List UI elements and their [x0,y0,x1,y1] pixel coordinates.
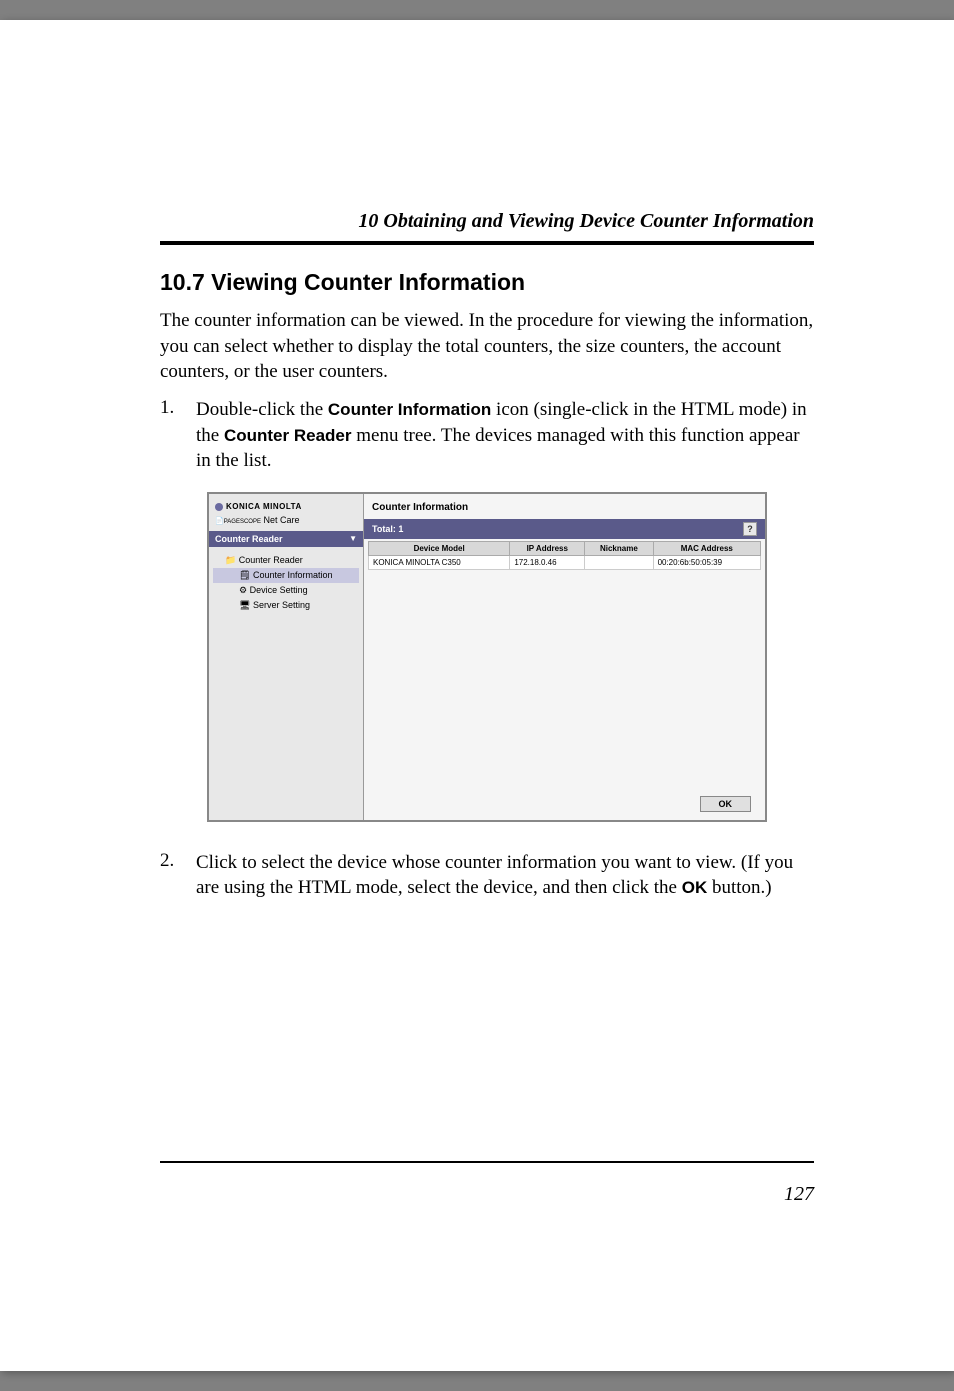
cell-ip: 172.18.0.46 [510,555,585,569]
step-text-fragment: Double-click the [196,399,328,420]
module-selector[interactable]: Counter Reader ▼ [209,531,363,547]
app-screenshot: ▲ ▼ KONICA MINOLTA 📄PAGESCOPE Net Care C… [207,492,767,822]
tree-counter-information[interactable]: 🗒 Counter Information [213,568,359,583]
chevron-down-icon: ▼ [349,534,357,543]
tree-label: Device Setting [250,585,308,595]
col-mac-address[interactable]: MAC Address [653,541,760,555]
total-label: Total: 1 [372,524,403,534]
ok-label: OK [682,878,708,897]
cell-nickname [585,555,653,569]
footer-rule [160,1161,814,1163]
steps-list: 1. Double-click the Counter Information … [160,397,814,474]
brand-product: Net Care [261,515,300,525]
table-row[interactable]: KONICA MINOLTA C350 172.18.0.46 00:20:6b… [369,555,761,569]
tree-label: Counter Information [253,570,333,580]
heading-rule [160,241,814,245]
brand-icon: 📄 [215,518,224,525]
counter-reader-label: Counter Reader [224,426,352,445]
cell-mac: 00:20:6b:50:05:39 [653,555,760,569]
gear-icon: ⚙ [239,585,247,595]
folder-icon: 📁 [225,555,236,565]
chapter-heading: 10 Obtaining and Viewing Device Counter … [160,210,814,233]
col-device-model[interactable]: Device Model [369,541,510,555]
section-heading: 10.7 Viewing Counter Information [160,269,814,296]
total-bar: Total: 1 ? [364,519,765,539]
page-number: 127 [160,1183,814,1206]
content-title: Counter Information [364,494,765,519]
cell-model: KONICA MINOLTA C350 [369,555,510,569]
tree-root-label: Counter Reader [239,555,303,565]
step-text: Click to select the device whose counter… [196,850,814,901]
step-2: 2. Click to select the device whose coun… [160,850,814,901]
steps-list-continued: 2. Click to select the device whose coun… [160,850,814,901]
document-page: 10 Obtaining and Viewing Device Counter … [0,20,954,1371]
brand-text: KONICA MINOLTA [226,502,302,511]
nav-tree: 📁 Counter Reader 🗒 Counter Information ⚙… [209,547,363,619]
table-header-row: Device Model IP Address Nickname MAC Add… [369,541,761,555]
brand-logo: KONICA MINOLTA [209,494,363,515]
button-row: OK [700,796,752,812]
brand-prefix: PAGESCOPE [224,519,261,525]
server-icon: 🖥 [239,600,250,610]
ok-button[interactable]: OK [700,796,752,812]
step-1: 1. Double-click the Counter Information … [160,397,814,474]
help-icon[interactable]: ? [743,522,757,536]
tree-label: Server Setting [253,600,310,610]
step-text-fragment: button.) [707,877,771,898]
counter-information-label: Counter Information [328,400,491,419]
brand-subtext: 📄PAGESCOPE Net Care [209,515,363,531]
col-nickname[interactable]: Nickname [585,541,653,555]
tree-root[interactable]: 📁 Counter Reader [213,553,359,568]
tree-server-setting[interactable]: 🖥 Server Setting [213,598,359,613]
content-pane: Counter Information Total: 1 ? Device Mo… [364,494,765,820]
device-table: Device Model IP Address Nickname MAC Add… [368,541,761,570]
brand-circle-icon [215,503,223,511]
step-number: 2. [160,850,196,901]
intro-paragraph: The counter information can be viewed. I… [160,308,814,385]
tree-device-setting[interactable]: ⚙ Device Setting [213,583,359,598]
step-number: 1. [160,397,196,474]
module-label: Counter Reader [215,534,283,544]
step-text: Double-click the Counter Information ico… [196,397,814,474]
counter-icon: 🗒 [239,570,250,580]
col-ip-address[interactable]: IP Address [510,541,585,555]
sidebar: KONICA MINOLTA 📄PAGESCOPE Net Care Count… [209,494,364,820]
